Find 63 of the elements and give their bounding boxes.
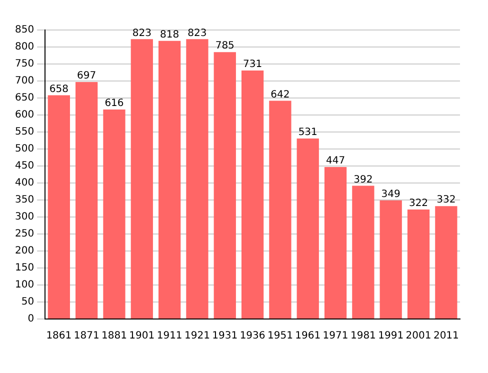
- bar: [48, 95, 70, 318]
- y-tick-label: 400: [14, 178, 34, 189]
- y-tick-label: 0: [28, 314, 34, 325]
- y-tick-label: 350: [14, 194, 34, 206]
- x-tick-label: 1871: [74, 330, 100, 342]
- x-tick-label: 1991: [378, 330, 404, 342]
- bar: [130, 39, 153, 318]
- bar: [186, 39, 208, 318]
- y-tick-label: 50: [21, 296, 34, 308]
- data-label: 531: [298, 127, 318, 138]
- x-tick-label: 1881: [102, 330, 127, 342]
- data-label: 785: [215, 40, 234, 52]
- bar: [296, 138, 319, 318]
- x-tick-label: 1936: [240, 330, 266, 342]
- data-label: 392: [354, 174, 373, 186]
- x-tick-label: 1971: [322, 330, 348, 342]
- data-label: 447: [326, 156, 346, 167]
- x-tick-label: 1911: [156, 330, 182, 342]
- data-label: 616: [104, 98, 124, 110]
- x-tick-label: 2001: [406, 330, 432, 342]
- bar: [158, 40, 181, 318]
- y-tick-label: 450: [14, 160, 34, 172]
- x-tick-label: 1981: [350, 330, 376, 342]
- data-label: 818: [160, 29, 180, 40]
- data-label: 823: [132, 28, 152, 39]
- bar: [241, 70, 264, 318]
- y-tick-label: 100: [14, 280, 34, 291]
- bar: [380, 200, 402, 318]
- bar: [269, 100, 292, 318]
- bar: [76, 82, 98, 318]
- data-label: 658: [49, 84, 68, 95]
- x-tick-label: 1951: [267, 330, 293, 342]
- x-tick-label: 2011: [433, 330, 459, 342]
- y-tick-label: 550: [14, 126, 34, 138]
- y-tick-label: 300: [14, 212, 34, 223]
- data-label: 349: [381, 188, 400, 200]
- data-label: 823: [188, 28, 207, 39]
- data-label: 697: [77, 70, 96, 82]
- y-tick-label: 650: [14, 92, 34, 104]
- bar: [352, 186, 374, 318]
- x-tick-label: 1921: [184, 330, 210, 342]
- y-tick-label: 800: [14, 42, 34, 53]
- x-tick-label: 1861: [46, 330, 72, 342]
- y-tick-label: 850: [14, 24, 34, 36]
- y-tick-label: 600: [14, 110, 34, 121]
- bar: [324, 167, 347, 318]
- y-tick-label: 200: [14, 246, 34, 257]
- data-label: 332: [436, 194, 456, 206]
- y-tick-label: 500: [14, 144, 34, 155]
- data-label: 642: [270, 89, 290, 100]
- x-tick-label: 1931: [212, 330, 238, 342]
- x-tick-label: 1961: [295, 330, 321, 342]
- bar: [435, 206, 458, 318]
- y-tick-label: 700: [14, 76, 34, 87]
- bar: [407, 210, 430, 318]
- bar: [214, 52, 236, 318]
- y-tick-label: 150: [14, 262, 34, 274]
- bar: [103, 110, 126, 318]
- data-label: 731: [242, 59, 262, 70]
- x-tick-label: 1901: [129, 330, 155, 342]
- data-label: 322: [408, 198, 428, 210]
- y-tick-label: 750: [14, 58, 34, 70]
- y-tick-label: 250: [14, 228, 34, 240]
